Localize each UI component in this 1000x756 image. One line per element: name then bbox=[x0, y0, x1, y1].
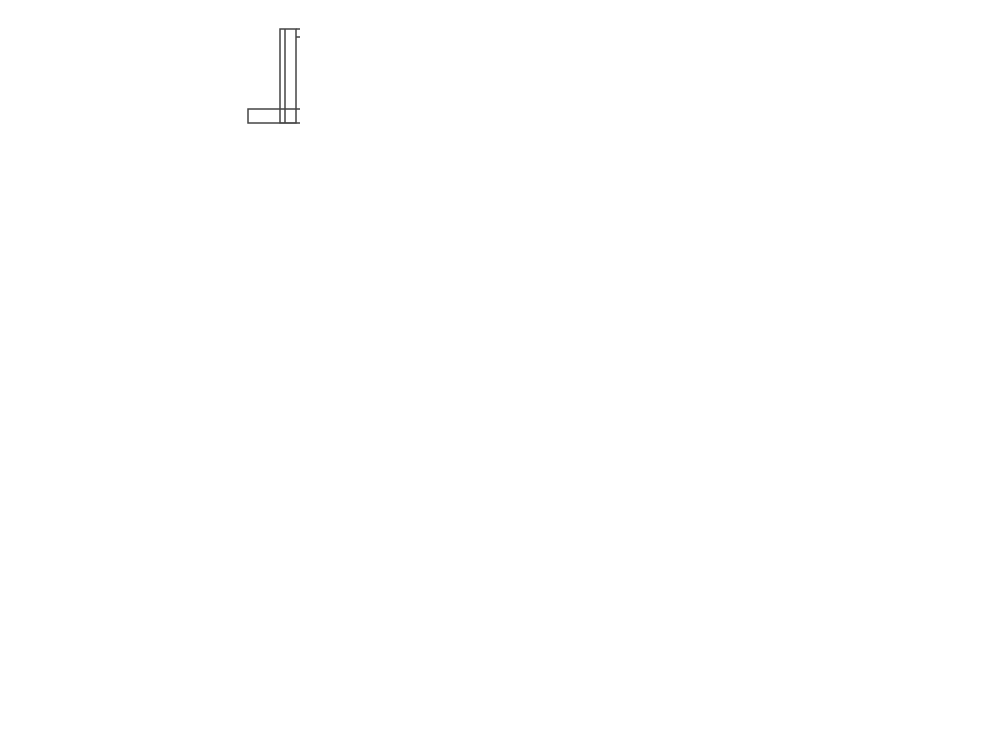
rect-shape bbox=[248, 109, 300, 123]
